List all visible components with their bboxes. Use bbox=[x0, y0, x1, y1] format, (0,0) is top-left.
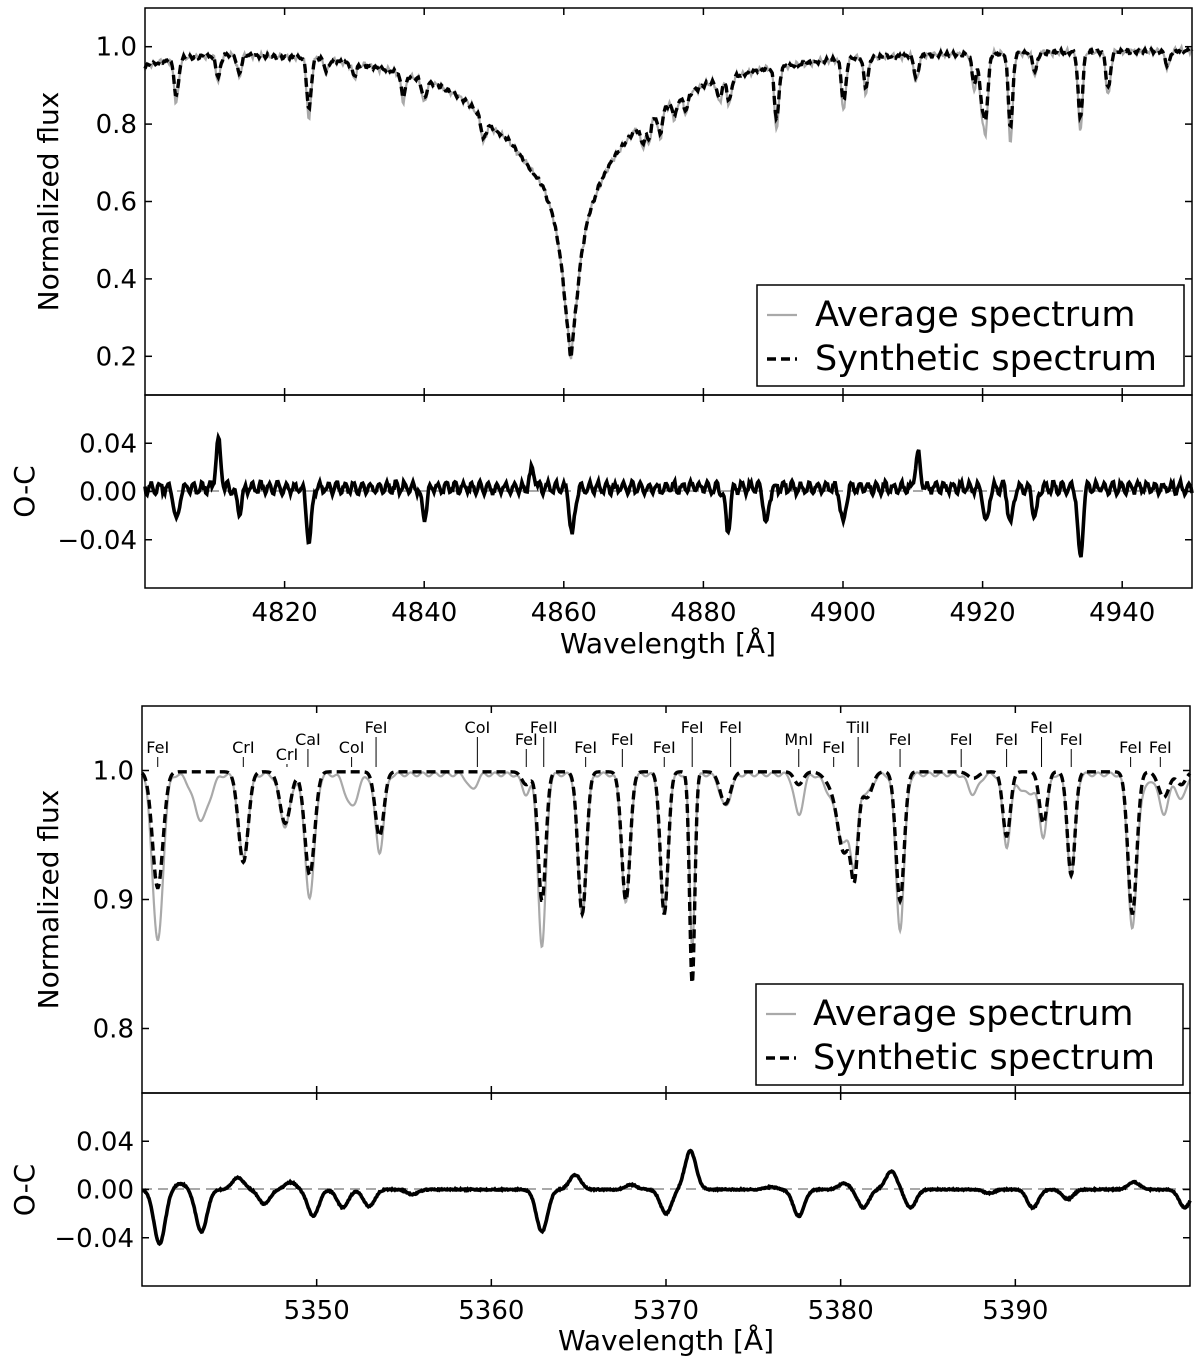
line-id-label: CoI bbox=[465, 718, 491, 737]
bottom-flux-ylabel: Normalized flux bbox=[32, 790, 65, 1010]
line-id-label: FeI bbox=[653, 738, 676, 757]
line-id-label: CrI bbox=[232, 738, 254, 757]
line-id-label: FeI bbox=[574, 738, 597, 757]
line-id-label: FeI bbox=[950, 730, 973, 749]
line-id-label: FeI bbox=[889, 730, 912, 749]
top-residual-yticks: 0.04 0.00 −0.04 bbox=[57, 429, 1192, 556]
bottom-legend-box bbox=[755, 983, 1184, 1086]
line-id-label: FeI bbox=[995, 730, 1018, 749]
line-id-label: MnI bbox=[784, 730, 813, 749]
line-id-label: FeI bbox=[1149, 738, 1172, 757]
bottom-flux-ytick-label: 1.0 bbox=[93, 757, 134, 787]
top-flux-ytick-label: 1.0 bbox=[96, 33, 137, 63]
top-legend-box bbox=[756, 284, 1185, 387]
bottom-legend-synthetic-label: Synthetic spectrum bbox=[813, 1038, 1155, 1078]
bottom-xtick-label: 5370 bbox=[633, 1296, 699, 1326]
top-residual-line bbox=[143, 431, 1194, 558]
bottom-legend-average-label: Average spectrum bbox=[813, 994, 1133, 1034]
line-id-label: FeI bbox=[1060, 730, 1083, 749]
line-id-label: FeI bbox=[1030, 718, 1053, 737]
line-id-label: TiII bbox=[846, 718, 870, 737]
top-xtick-label: 4840 bbox=[391, 598, 457, 628]
top-legend-synthetic-label: Synthetic spectrum bbox=[815, 339, 1157, 379]
bottom-residual-ylabel: O-C bbox=[8, 1164, 41, 1216]
bottom-xlabel: Wavelength [Å] bbox=[558, 1323, 774, 1357]
top-xtick-label: 4820 bbox=[252, 598, 318, 628]
top-flux-panel: 0.2 0.4 0.6 0.8 1.0 Normalized flux Average … bbox=[32, 7, 1194, 396]
bottom-flux-ytick-label: 0.9 bbox=[93, 886, 134, 916]
bottom-residual-panel: 0.04 0.00 −0.04 5350 5360 5370 5380 5390 O-C W… bbox=[8, 706, 1192, 1357]
bottom-xtick-label: 5380 bbox=[808, 1296, 874, 1326]
bottom-xtick-label: 5360 bbox=[458, 1296, 524, 1326]
top-flux-ytick-label: 0.4 bbox=[96, 265, 137, 295]
line-id-label: FeII bbox=[530, 718, 558, 737]
top-residual-frame bbox=[144, 394, 1193, 589]
line-id-label: FeI bbox=[146, 738, 169, 757]
top-synthetic-spectrum-line bbox=[143, 44, 1194, 359]
top-chart: 0.2 0.4 0.6 0.8 1.0 Normalized flux Average … bbox=[8, 7, 1194, 660]
top-xtick-label: 4940 bbox=[1089, 598, 1155, 628]
top-legend-average-label: Average spectrum bbox=[815, 295, 1135, 335]
bottom-residual-ytick-label: −0.04 bbox=[54, 1224, 134, 1254]
bottom-residual-yticks: 0.04 0.00 −0.04 bbox=[54, 1127, 1190, 1254]
top-residual-ytick-label: 0.04 bbox=[79, 429, 137, 459]
top-xtick-label: 4920 bbox=[950, 598, 1016, 628]
top-xtick-label: 4860 bbox=[531, 598, 597, 628]
bottom-legend: Average spectrum Synthetic spectrum bbox=[755, 983, 1184, 1086]
bottom-flux-ytick-label: 0.8 bbox=[93, 1015, 134, 1045]
line-id-label: FeI bbox=[611, 730, 634, 749]
top-residual-ytick-label: −0.04 bbox=[57, 526, 137, 556]
top-residual-ylabel: O-C bbox=[8, 465, 41, 517]
bottom-residual-ytick-label: 0.04 bbox=[76, 1127, 134, 1157]
bottom-residual-line bbox=[141, 1148, 1192, 1247]
top-xtick-label: 4880 bbox=[670, 598, 736, 628]
top-xtick-label: 4900 bbox=[810, 598, 876, 628]
top-xlabel: Wavelength [Å] bbox=[560, 626, 776, 660]
top-legend: Average spectrum Synthetic spectrum bbox=[756, 284, 1185, 387]
line-id-label: FeI bbox=[515, 730, 538, 749]
line-id-label: FeI bbox=[822, 738, 845, 757]
bottom-xticks: 5350 5360 5370 5380 5390 bbox=[284, 706, 1048, 1326]
top-residual-panel: 0.04 0.00 −0.04 4820 4840 4860 4880 4900 4920 49… bbox=[8, 8, 1194, 660]
top-xticks: 4820 4840 4860 4880 4900 4920 4940 bbox=[252, 8, 1155, 628]
bottom-xtick-label: 5350 bbox=[284, 1296, 350, 1326]
top-flux-yticks: 0.2 0.4 0.6 0.8 1.0 bbox=[96, 33, 1192, 372]
bottom-flux-yticks: 0.8 0.9 1.0 bbox=[93, 757, 1190, 1045]
line-id-label: CoI bbox=[339, 738, 365, 757]
top-flux-ytick-label: 0.6 bbox=[96, 188, 137, 218]
line-id-label: CaI bbox=[295, 730, 321, 749]
bottom-average-spectrum-line bbox=[141, 771, 1192, 951]
bottom-residual-frame bbox=[141, 1092, 1191, 1287]
top-flux-ytick-label: 0.8 bbox=[96, 110, 137, 140]
top-residual-ytick-label: 0.00 bbox=[79, 478, 137, 508]
bottom-residual-ytick-label: 0.00 bbox=[76, 1176, 134, 1206]
top-flux-ytick-label: 0.2 bbox=[96, 342, 137, 372]
line-id-label: FeI bbox=[681, 718, 704, 737]
top-flux-ylabel: Normalized flux bbox=[32, 92, 65, 312]
line-id-label: FeI bbox=[719, 718, 742, 737]
bottom-xtick-label: 5390 bbox=[982, 1296, 1048, 1326]
line-id-label: FeI bbox=[365, 718, 388, 737]
bottom-synthetic-spectrum-line bbox=[140, 770, 1192, 985]
line-id-label: FeI bbox=[1119, 738, 1142, 757]
line-id-label: CrI bbox=[276, 745, 298, 764]
